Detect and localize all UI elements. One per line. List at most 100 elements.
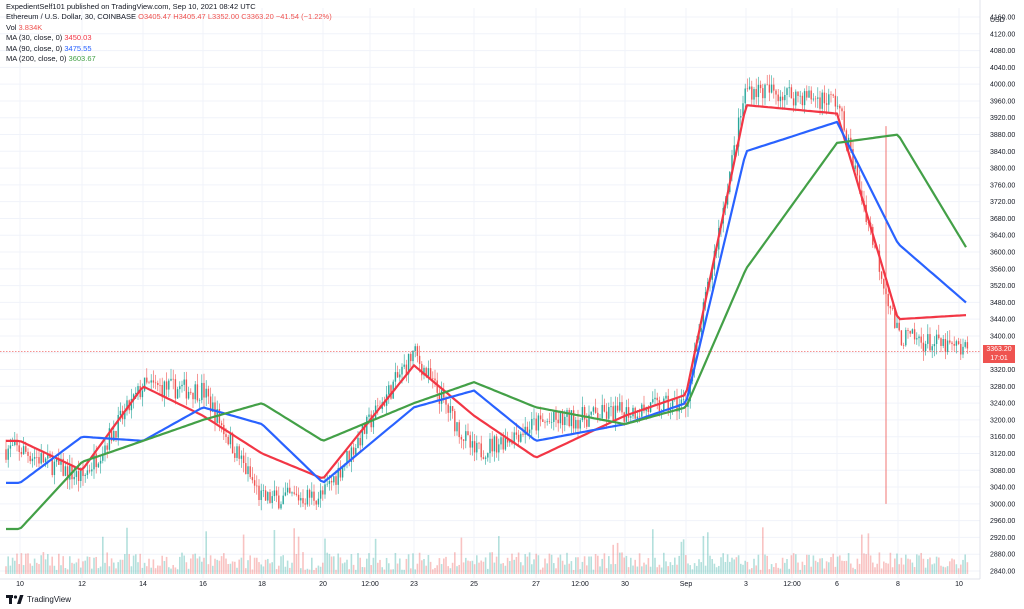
y-tick-label: 3240.00 [990,401,1015,408]
candle-body [775,90,777,95]
candle-body [685,399,687,407]
volume-bar [493,562,496,574]
volume-bar [14,560,16,574]
volume-bar [555,568,557,574]
candle-body [836,105,839,107]
candle-body [396,372,399,378]
candle-body [388,385,390,395]
ma90-legend[interactable]: MA (90, close, 0) 3475.55 [6,44,332,54]
ma200-legend[interactable]: MA (200, close, 0) 3603.67 [6,54,332,64]
candle-body [319,490,322,499]
volume-bar [170,568,172,574]
volume-bar [80,567,82,574]
candle-body [102,453,104,461]
candle-body [467,431,469,436]
time-axis[interactable]: 10 12 14 16 18 20 12:00 23 25 27 12:00 30 Sep 3 12:00 6… [0,578,980,588]
candle-body [575,420,577,429]
volume-bar [920,552,922,574]
volume-bar [146,566,148,574]
volume-bar [550,554,553,574]
candle-body [744,88,746,104]
tradingview-brand[interactable]: TradingView [6,595,71,604]
volume-bar [407,554,410,574]
volume-bar [260,564,262,574]
volume-bar [665,561,667,574]
candle-body [693,351,696,370]
volume-bar [608,556,610,574]
candle-body [918,336,920,339]
volume-bar [440,564,443,574]
candle-body [614,405,617,422]
volume-bar [520,562,522,574]
candle-body [825,103,828,105]
ma200-line[interactable] [6,133,967,531]
candle-body [225,434,227,437]
candle-body [168,380,170,390]
candle-body [190,391,192,393]
candle-body [84,474,86,476]
ma30-line[interactable] [6,104,967,479]
volume-bar [352,564,355,574]
candle-body [95,453,97,468]
x-tick-label: 8 [896,581,900,588]
candle-body [874,244,876,248]
volume-bar [821,558,823,574]
candle-body [73,476,75,480]
candle-body [748,86,751,90]
symbol-name[interactable]: Ethereum / U.S. Dollar, 30, COINBASE [6,12,137,22]
candle-body [447,404,449,413]
candle-body [192,392,194,400]
volume-bar [616,542,619,574]
candle-body [495,436,498,453]
candle-body [40,453,42,464]
volume-bar [548,553,551,574]
candle-body [887,293,889,307]
volume-bar [498,536,500,574]
candle-body [830,94,832,95]
volume-bar [196,558,199,574]
candle-body [262,490,265,491]
volume-bar [91,568,93,574]
volume-bar [304,569,306,574]
volume-bar [557,557,559,574]
candle-body [533,418,535,420]
volume-bar [517,552,520,574]
volume-bar [619,552,621,574]
volume-bar [278,565,280,574]
price-axis[interactable]: 4160.00 4120.00 4080.00 4040.00 4000.00 3960.… [979,0,1015,579]
candle-body [427,368,430,377]
volume-bar [535,553,537,574]
ma30-legend[interactable]: MA (30, close, 0) 3450.03 [6,33,332,43]
volume-bar [154,568,157,574]
volume-bar [286,560,289,574]
candle-body [619,402,621,411]
volume-bar [306,568,309,574]
volume-legend[interactable]: Vol 3.834K [6,23,332,33]
volume-bar [911,562,914,574]
volume-bar [786,558,788,574]
volume-bar [273,530,276,574]
volume-bar [623,557,625,574]
volume-bar [135,554,137,574]
volume-bar [792,553,795,574]
volume-bar [799,569,801,574]
volume-bar [143,562,146,574]
candle-body [806,91,808,98]
candle-body [792,98,795,106]
volume-bar [762,527,764,574]
candle-body [11,444,14,446]
candle-body [150,380,152,383]
candle-body [394,372,397,382]
volume-bar [326,552,328,574]
volume-bar [671,564,674,574]
volume-bar [471,560,474,574]
ma90-line[interactable] [6,120,967,484]
y-tick-label: 3160.00 [990,434,1015,441]
x-tick-label: 14 [139,581,147,588]
volume-bar [73,563,75,574]
volume-bar [231,561,234,574]
candle-body [88,470,91,472]
volume-bar [256,557,258,574]
y-tick-label: 2920.00 [990,535,1015,542]
